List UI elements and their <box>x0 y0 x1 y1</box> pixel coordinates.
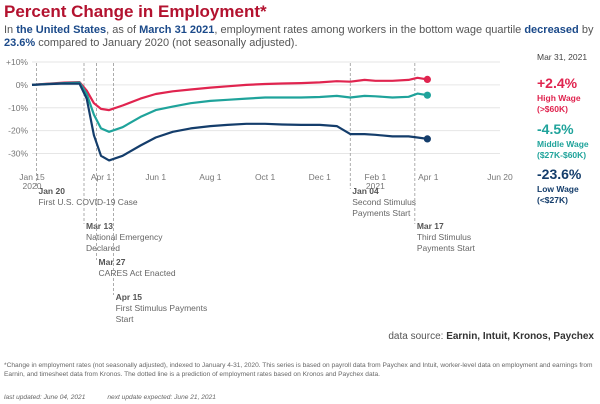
series-line <box>31 76 428 112</box>
legend-value: -4.5% <box>537 121 574 137</box>
x-tick-year-label: 2021 <box>366 181 385 191</box>
next-update: next update expected: June 21, 2021 <box>107 394 216 401</box>
x-tick-label: Dec 1 <box>309 172 331 182</box>
annotation-text: CARES Act Enacted <box>99 268 176 278</box>
legend-value: +2.4% <box>537 75 578 91</box>
series-line <box>31 81 428 133</box>
end-date-label: Mar 31, 2021 <box>537 52 587 62</box>
annotation-title: Jan 20 <box>38 186 65 196</box>
footnote: *Change in employment rates (not seasona… <box>4 362 593 378</box>
series-end-point <box>423 75 431 83</box>
annotation-title: Mar 13 <box>86 221 113 231</box>
annotation-text: First U.S. COVID-19 Case <box>38 197 137 207</box>
last-updated: last updated: June 04, 2021 <box>4 394 86 401</box>
legend-series-range: ($27K-$60K) <box>537 150 586 160</box>
annotation-title: Apr 15 <box>116 292 143 302</box>
x-tick-label: Aug 1 <box>199 172 221 182</box>
legend-series-name: High Wage <box>537 93 581 103</box>
subtitle-date: March 31 2021 <box>139 24 215 36</box>
annotation-text: National Emergency <box>86 232 163 242</box>
x-tick-label: Jun 20 <box>487 172 513 182</box>
subtitle-text-4: by <box>578 24 594 36</box>
annotation-text: First Stimulus Payments <box>116 303 208 313</box>
data-source: data source: Earnin, Intuit, Kronos, Pay… <box>388 331 594 342</box>
update-info: last updated: June 04, 2021 next update e… <box>4 394 216 401</box>
y-tick-label: -20% <box>8 126 28 136</box>
series-line <box>31 82 428 162</box>
annotation-text: Payments Start <box>352 208 411 218</box>
subtitle-place: the United States <box>16 24 107 36</box>
annotation-text: Payments Start <box>417 243 476 253</box>
annotation-text: Second Stimulus <box>352 197 416 207</box>
annotation-title: Mar 27 <box>99 257 126 267</box>
y-tick-label: -10% <box>8 103 28 113</box>
subtitle-text-2: , as of <box>106 24 140 36</box>
annotation-text: Third Stimulus <box>417 232 471 242</box>
annotation-title: Mar 17 <box>417 221 444 231</box>
data-source-names: Earnin, Intuit, Kronos, Paychex <box>446 331 594 342</box>
series-end-point <box>423 91 431 99</box>
x-tick-label: Jan 15 <box>19 172 45 182</box>
legend-series-name: Middle Wage <box>537 139 589 149</box>
chart-subtitle: In the United States, as of March 31 202… <box>4 24 594 50</box>
subtitle-text-5: compared to January 2020 (not seasonally… <box>35 37 298 49</box>
annotation-title: Jan 04 <box>352 186 379 196</box>
subtitle-value: 23.6% <box>4 37 36 49</box>
subtitle-text-1: In <box>4 24 17 36</box>
y-tick-label: +10% <box>6 57 28 67</box>
subtitle-direction: decreased <box>524 24 579 36</box>
legend-value: -23.6% <box>537 166 582 182</box>
x-tick-label: Oct 1 <box>255 172 276 182</box>
legend-series-range: (<$27K) <box>537 195 568 205</box>
x-tick-label: Jun 1 <box>145 172 166 182</box>
legend-series-range: (>$60K) <box>537 104 568 114</box>
subtitle-text-3: , employment rates among workers in the … <box>214 24 525 36</box>
x-tick-label: Feb 1 <box>365 172 387 182</box>
y-tick-label: 0% <box>16 80 29 90</box>
x-tick-label: Apr 1 <box>418 172 439 182</box>
annotation-text: Start <box>116 314 135 324</box>
y-tick-label: -30% <box>8 149 28 159</box>
x-tick-label: Apr 1 <box>91 172 112 182</box>
series-end-point <box>423 135 431 143</box>
chart-title: Percent Change in Employment* <box>4 2 267 21</box>
annotation-text: Declared <box>86 243 120 253</box>
data-source-label: data source: <box>388 331 447 342</box>
x-tick-year-label: 2020 <box>23 181 42 191</box>
legend-series-name: Low Wage <box>537 184 579 194</box>
